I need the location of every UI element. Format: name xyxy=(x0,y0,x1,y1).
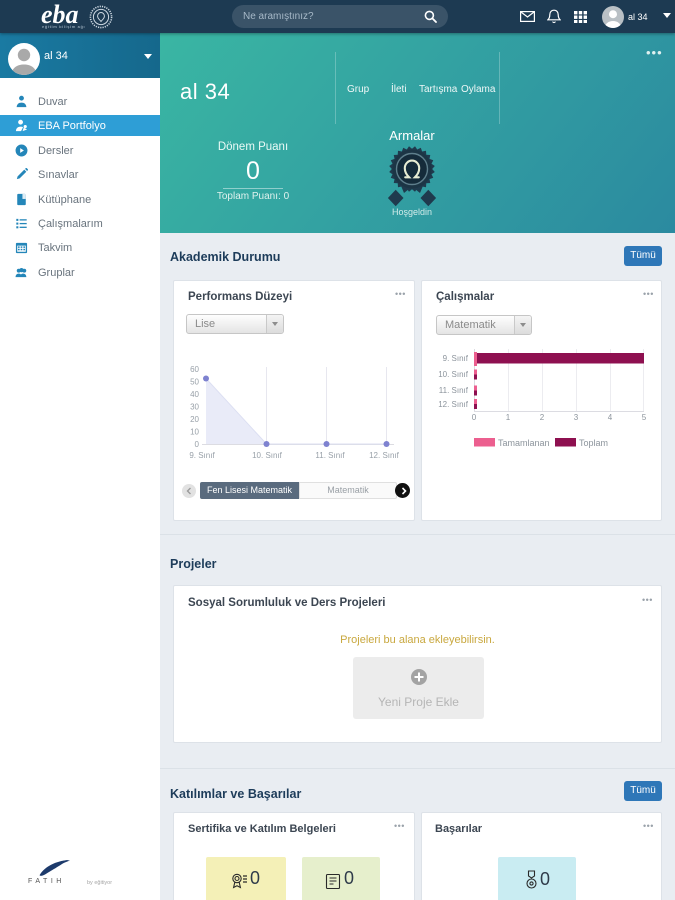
svg-text:10. Sınıf: 10. Sınıf xyxy=(438,370,469,379)
svg-text:Tamamlanan: Tamamlanan xyxy=(498,438,550,448)
svg-text:11. Sınıf: 11. Sınıf xyxy=(439,386,469,395)
svg-text:10: 10 xyxy=(190,428,199,437)
svg-text:Toplam: Toplam xyxy=(579,438,608,448)
svg-text:12. Sınıf: 12. Sınıf xyxy=(369,451,400,460)
svg-text:9. Sınıf: 9. Sınıf xyxy=(443,354,469,363)
svg-text:12. Sınıf: 12. Sınıf xyxy=(438,400,469,409)
svg-text:0: 0 xyxy=(472,413,477,422)
svg-text:60: 60 xyxy=(190,365,199,374)
svg-text:30: 30 xyxy=(190,403,199,412)
svg-text:3: 3 xyxy=(574,413,579,422)
svg-text:40: 40 xyxy=(190,390,199,399)
svg-text:10. Sınıf: 10. Sınıf xyxy=(252,451,283,460)
svg-text:50: 50 xyxy=(190,377,199,386)
svg-text:9. Sınıf: 9. Sınıf xyxy=(189,451,215,460)
svg-text:5: 5 xyxy=(642,413,647,422)
svg-text:1: 1 xyxy=(506,413,511,422)
svg-text:20: 20 xyxy=(190,415,199,424)
svg-text:4: 4 xyxy=(608,413,613,422)
svg-text:11. Sınıf: 11. Sınıf xyxy=(315,451,345,460)
svg-text:2: 2 xyxy=(540,413,545,422)
svg-text:0: 0 xyxy=(195,440,200,449)
